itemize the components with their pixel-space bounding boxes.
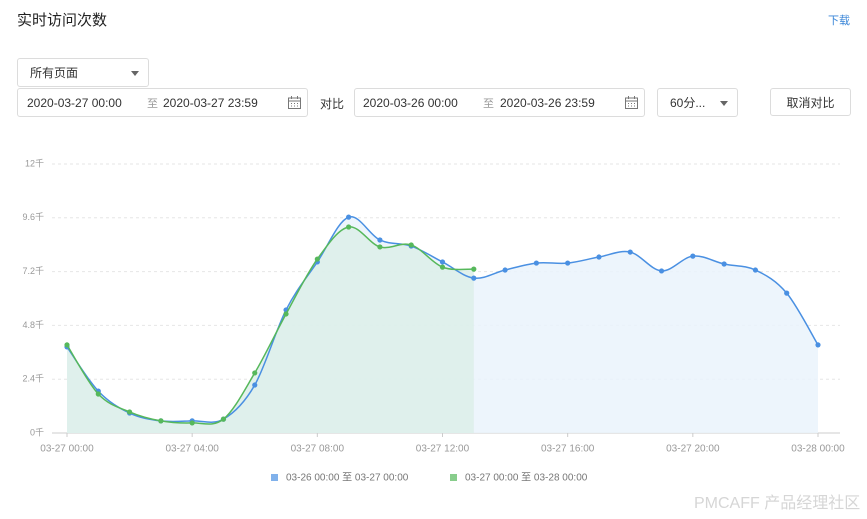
point <box>252 370 258 376</box>
compare-label: 对比 <box>320 97 345 111</box>
point <box>627 249 633 255</box>
watermark: PMCAFF 产品经理社区 <box>694 495 861 512</box>
point <box>439 264 446 270</box>
x-tick-label: 03-27 08:00 <box>291 444 345 455</box>
point <box>283 311 289 317</box>
legend-swatch <box>271 474 278 481</box>
x-tick-label: 03-27 16:00 <box>541 444 595 455</box>
point <box>502 267 508 273</box>
point <box>95 391 101 397</box>
point <box>377 244 383 250</box>
area <box>67 226 474 433</box>
point <box>252 382 258 388</box>
compare-range[interactable]: 2020-03-26 00:00 至 2020-03-26 23:59 <box>354 88 645 117</box>
range-separator: 至 <box>483 97 494 110</box>
dropdown-arrow <box>720 101 728 106</box>
y-tick-label: 9.6千 <box>22 212 44 222</box>
x-tick-label: 03-27 00:00 <box>40 444 94 455</box>
y-tick-label: 2.4千 <box>22 374 44 384</box>
point <box>565 260 571 266</box>
calendar-icon <box>625 96 638 109</box>
select-text: 60分... <box>670 96 706 110</box>
point <box>658 268 665 274</box>
x-tick-label: 03-27 20:00 <box>666 444 720 455</box>
legend-label: 03-27 00:00 至 03-28 00:00 <box>465 472 588 484</box>
page-title: 实时访问次数 <box>17 12 108 29</box>
point <box>314 256 320 262</box>
point <box>158 418 164 424</box>
x-tick-label: 03-27 12:00 <box>416 444 470 455</box>
dropdown-arrow <box>131 71 139 76</box>
point <box>471 275 477 281</box>
point <box>752 267 759 273</box>
point <box>408 242 414 248</box>
range-start: 2020-03-27 00:00 <box>27 95 122 110</box>
point <box>346 214 352 220</box>
point <box>533 260 539 266</box>
y-tick-label: 0千 <box>30 427 44 437</box>
point <box>439 259 446 265</box>
date-range[interactable]: 2020-03-27 00:00 至 2020-03-27 23:59 <box>17 88 308 117</box>
range-start: 2020-03-26 00:00 <box>363 95 458 110</box>
point <box>471 266 477 272</box>
cancel-compare-button[interactable]: 取消对比 <box>770 88 851 116</box>
x-tick-label: 03-27 04:00 <box>165 444 219 455</box>
point <box>126 409 133 415</box>
interval-select[interactable]: 60分... <box>657 88 738 117</box>
point <box>721 261 727 267</box>
point <box>596 254 602 260</box>
point <box>784 290 790 296</box>
range-end: 2020-03-27 23:59 <box>163 95 258 110</box>
legend-swatch <box>450 474 457 481</box>
point <box>64 342 70 348</box>
point <box>377 237 383 243</box>
point <box>815 342 821 348</box>
point <box>346 224 352 230</box>
select-text: 所有页面 <box>30 66 79 80</box>
point <box>220 416 227 422</box>
button-text: 取消对比 <box>786 95 835 110</box>
point <box>189 420 195 426</box>
x-tick-label: 03-28 00:00 <box>791 444 845 455</box>
legend-label: 03-26 00:00 至 03-27 00:00 <box>286 472 409 484</box>
page-select[interactable]: 所有页面 <box>17 58 149 87</box>
y-tick-label: 12千 <box>25 158 44 168</box>
line <box>66 226 474 425</box>
range-separator: 至 <box>147 97 158 110</box>
calendar-icon <box>288 96 301 109</box>
point <box>690 253 696 259</box>
y-tick-label: 7.2千 <box>22 266 44 276</box>
range-end: 2020-03-26 23:59 <box>500 95 595 110</box>
download-link[interactable]: 下载 <box>828 15 850 27</box>
y-tick-label: 4.8千 <box>22 320 44 330</box>
